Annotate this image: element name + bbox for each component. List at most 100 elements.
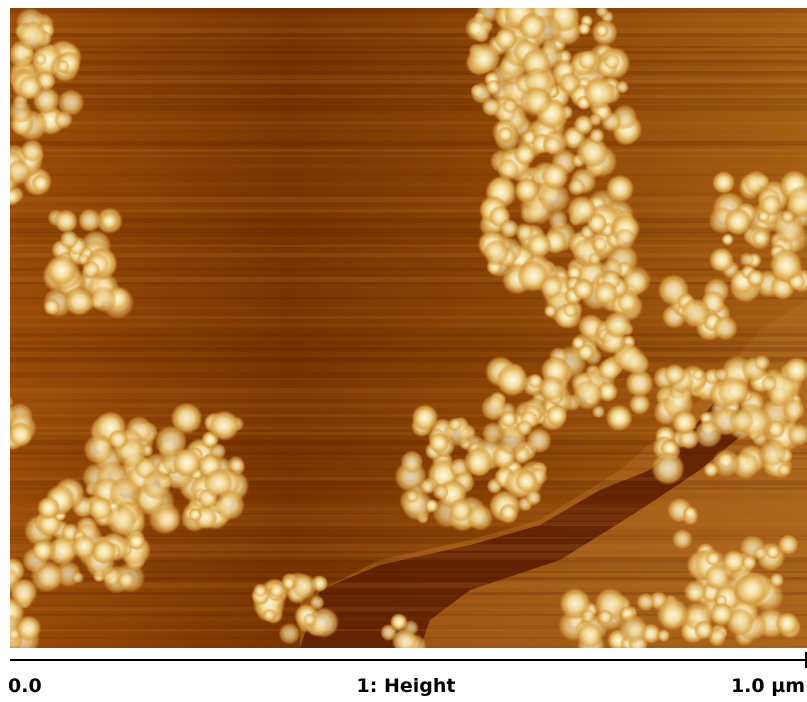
scan-streak bbox=[10, 210, 807, 213]
image-caption: 1: Height bbox=[357, 675, 456, 697]
particle bbox=[735, 574, 767, 606]
particle bbox=[269, 582, 285, 598]
particle bbox=[465, 15, 492, 42]
particle bbox=[617, 292, 638, 313]
particle bbox=[717, 376, 748, 407]
particle bbox=[485, 79, 501, 95]
scan-streak bbox=[10, 240, 807, 243]
particle bbox=[746, 269, 764, 287]
particle bbox=[188, 508, 202, 522]
scan-streak bbox=[10, 197, 807, 202]
scan-streak bbox=[10, 126, 807, 130]
particle bbox=[761, 376, 777, 392]
scan-streak bbox=[10, 60, 807, 64]
particle bbox=[594, 281, 619, 306]
particle bbox=[515, 223, 534, 242]
particle bbox=[21, 139, 44, 162]
particle bbox=[614, 228, 636, 250]
scan-streak bbox=[10, 89, 807, 94]
scan-streak bbox=[10, 357, 807, 362]
particle bbox=[593, 237, 608, 252]
particle bbox=[0, 594, 7, 607]
particle bbox=[606, 174, 635, 203]
particle bbox=[776, 612, 799, 635]
scan-streak bbox=[10, 341, 807, 345]
particle bbox=[572, 379, 603, 410]
particle bbox=[672, 529, 693, 550]
particle bbox=[680, 298, 710, 328]
scan-streak bbox=[10, 133, 807, 139]
particle bbox=[722, 233, 734, 245]
particle bbox=[578, 22, 591, 35]
scan-streak bbox=[10, 268, 807, 271]
particle bbox=[518, 12, 546, 40]
particle bbox=[651, 451, 685, 485]
particle bbox=[657, 629, 670, 642]
particle bbox=[128, 533, 146, 551]
particle bbox=[703, 462, 718, 477]
particle bbox=[8, 422, 33, 447]
particle bbox=[709, 247, 735, 273]
particle bbox=[100, 212, 118, 230]
particle bbox=[71, 534, 96, 559]
particle bbox=[526, 490, 542, 506]
particle bbox=[769, 573, 784, 588]
scan-streak bbox=[10, 51, 807, 54]
particle bbox=[0, 632, 11, 645]
particle bbox=[568, 178, 586, 196]
scan-streak bbox=[10, 18, 807, 23]
particle bbox=[683, 580, 706, 603]
particle bbox=[496, 364, 529, 397]
particle bbox=[88, 496, 112, 520]
particle bbox=[108, 429, 128, 449]
particle bbox=[468, 42, 501, 75]
particle bbox=[769, 248, 802, 281]
particle bbox=[392, 628, 418, 654]
particle bbox=[545, 404, 567, 426]
particle bbox=[543, 136, 563, 156]
particle bbox=[544, 305, 557, 318]
particle bbox=[618, 345, 647, 374]
particle bbox=[253, 583, 267, 597]
particle bbox=[595, 5, 608, 18]
scan-streak bbox=[10, 149, 807, 152]
scan-streak bbox=[10, 347, 807, 352]
particle bbox=[17, 21, 48, 52]
particle bbox=[588, 252, 601, 265]
particle bbox=[605, 404, 632, 431]
particle bbox=[595, 24, 609, 38]
particle bbox=[263, 609, 276, 622]
particle bbox=[741, 555, 757, 571]
scan-streak bbox=[10, 245, 807, 247]
particle bbox=[60, 230, 79, 249]
particle bbox=[497, 127, 513, 143]
particle bbox=[656, 598, 689, 631]
particle bbox=[8, 100, 32, 124]
particle bbox=[783, 399, 806, 422]
scan-streak bbox=[10, 95, 807, 99]
particle bbox=[118, 571, 136, 589]
scan-streak bbox=[10, 183, 807, 186]
particle bbox=[598, 358, 621, 381]
scan-streak bbox=[10, 83, 807, 88]
scan-streak bbox=[10, 155, 807, 157]
particle bbox=[752, 229, 770, 247]
particle bbox=[694, 620, 714, 640]
scale-start: 0.0 bbox=[8, 675, 42, 697]
particle bbox=[664, 364, 686, 386]
scan-streak bbox=[10, 46, 807, 48]
particle bbox=[292, 573, 318, 599]
particle bbox=[710, 602, 734, 626]
particle bbox=[539, 376, 565, 402]
height-image bbox=[0, 0, 807, 661]
particle bbox=[766, 545, 781, 560]
scan-streak bbox=[10, 362, 807, 363]
particle bbox=[758, 439, 787, 468]
particle bbox=[713, 316, 738, 341]
particle bbox=[483, 240, 509, 266]
particle bbox=[72, 572, 84, 584]
scan-streak bbox=[10, 105, 807, 111]
particle bbox=[500, 503, 518, 521]
particle bbox=[56, 60, 70, 74]
particle bbox=[563, 303, 578, 318]
